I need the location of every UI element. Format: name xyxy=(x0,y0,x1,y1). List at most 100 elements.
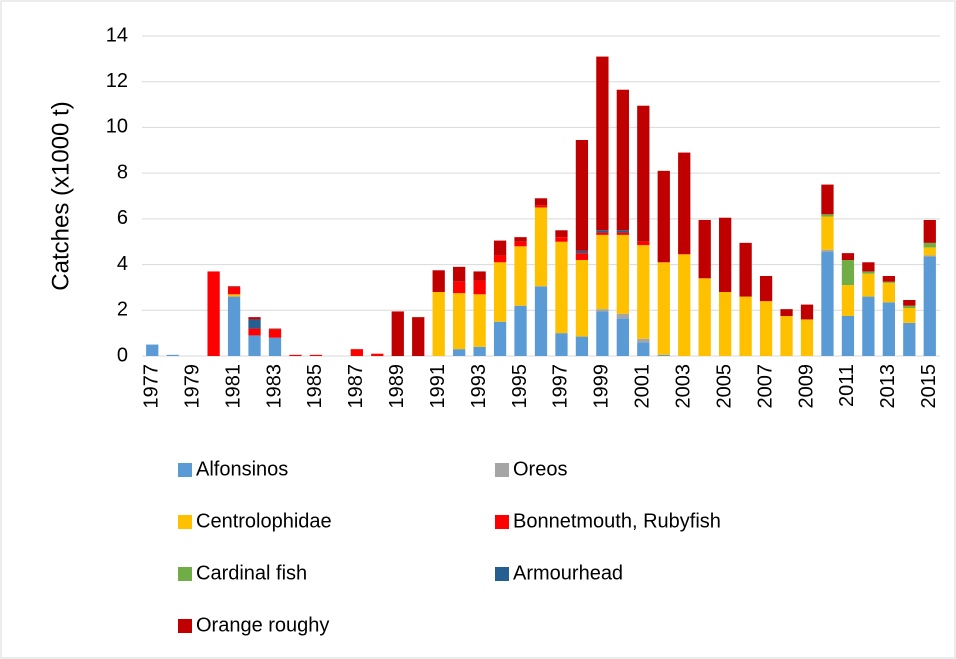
bar-segment xyxy=(227,296,241,356)
bar-segment xyxy=(657,262,670,355)
bar-segment xyxy=(923,255,936,257)
x-tick-label: 1999 xyxy=(591,364,613,409)
bar-segment xyxy=(166,354,179,356)
bar-segment xyxy=(555,241,568,334)
legend-swatch xyxy=(495,515,509,529)
bar-segment xyxy=(248,317,261,320)
x-tick-label: 2009 xyxy=(795,364,817,409)
bar-segment xyxy=(453,349,466,356)
legend-swatch xyxy=(178,515,192,529)
bar-segment xyxy=(575,140,589,251)
bar-segment xyxy=(821,252,834,356)
legend-label: Oreos xyxy=(513,458,567,480)
bar-segment xyxy=(555,237,568,242)
bar-segment xyxy=(227,286,241,288)
bar-segment xyxy=(739,296,752,356)
bar-segment xyxy=(596,56,609,231)
x-tick-label: 2015 xyxy=(918,364,940,409)
bar-segment xyxy=(923,256,936,356)
x-tick-label: 1987 xyxy=(345,364,367,409)
bar-segment xyxy=(657,170,670,263)
bar-segment xyxy=(616,234,629,314)
y-tick-label: 0 xyxy=(117,344,128,366)
bar-segment xyxy=(473,280,486,295)
bar-segment xyxy=(637,105,650,242)
bar-segment xyxy=(493,321,507,356)
bar-segment xyxy=(514,237,527,242)
bar-segment xyxy=(759,301,773,356)
x-tick-label: 2005 xyxy=(713,364,735,409)
bar-segment xyxy=(616,230,629,233)
bar-segment xyxy=(575,260,589,337)
bar-segment xyxy=(289,354,302,356)
bar-segment xyxy=(882,302,895,356)
x-tick-label: 2003 xyxy=(673,364,695,409)
bar-segment xyxy=(596,309,609,312)
bar-segment xyxy=(534,286,548,356)
y-tick-label: 6 xyxy=(117,207,128,229)
y-tick-label: 2 xyxy=(117,299,128,321)
legend-swatch xyxy=(495,567,509,581)
x-tick-label: 1985 xyxy=(304,364,326,409)
bar-segment xyxy=(903,308,916,323)
bar-segment xyxy=(534,205,548,208)
bar-segment xyxy=(596,232,609,235)
bar-segment xyxy=(678,152,691,255)
bar-segment xyxy=(616,89,629,231)
bar-segment xyxy=(616,232,629,235)
bar-segment xyxy=(841,285,855,316)
bar-segment xyxy=(248,335,261,356)
bar-segment xyxy=(268,329,282,338)
bar-segment xyxy=(862,271,875,274)
bar-segment xyxy=(514,305,527,356)
bar-segment xyxy=(596,311,609,356)
bar-segment xyxy=(596,234,609,310)
legend-label: Armourhead xyxy=(513,562,623,584)
bar-segment xyxy=(882,281,895,283)
bar-segment xyxy=(903,305,916,308)
bar-segment xyxy=(637,342,650,356)
bar-segment xyxy=(473,271,486,281)
bar-segment xyxy=(309,354,323,356)
bar-segment xyxy=(780,316,793,356)
bar-segment xyxy=(207,271,220,356)
bar-segment xyxy=(923,220,936,243)
x-tick-label: 1977 xyxy=(141,364,163,409)
bar-segment xyxy=(555,333,568,356)
bar-segment xyxy=(841,253,855,260)
bar-segment xyxy=(862,296,875,356)
bar-segment xyxy=(534,198,548,206)
bar-segment xyxy=(534,207,548,287)
bar-segment xyxy=(268,328,282,330)
bar-segment xyxy=(493,255,507,263)
bar-segment xyxy=(637,338,650,343)
bar-segment xyxy=(432,292,445,356)
bar-segment xyxy=(514,241,527,247)
x-tick-label: 1993 xyxy=(468,364,490,409)
legend-label: Orange roughy xyxy=(196,614,329,636)
y-tick-label: 14 xyxy=(106,24,128,46)
bar-segment xyxy=(371,353,384,356)
bar-segment xyxy=(800,304,814,320)
x-tick-label: 1983 xyxy=(263,364,285,409)
bar-segment xyxy=(227,294,241,297)
bar-segment xyxy=(248,328,261,336)
legend-swatch xyxy=(495,463,509,477)
x-tick-label: 1991 xyxy=(427,364,449,409)
bar-segment xyxy=(841,316,855,356)
x-tick-label: 1989 xyxy=(386,364,408,409)
bar-segment xyxy=(780,309,793,316)
bar-segment xyxy=(821,184,834,215)
bar-segment xyxy=(514,246,527,306)
y-tick-label: 10 xyxy=(106,116,128,138)
bar-segment xyxy=(412,317,425,356)
bar-segment xyxy=(657,354,670,356)
bar-segment xyxy=(719,217,732,292)
bar-segment xyxy=(698,220,711,279)
bar-segment xyxy=(841,260,855,286)
bar-segment xyxy=(555,230,568,238)
bar-segment xyxy=(637,241,650,246)
bar-segment xyxy=(903,300,916,306)
legend-swatch xyxy=(178,619,192,633)
x-tick-label: 2013 xyxy=(877,364,899,409)
